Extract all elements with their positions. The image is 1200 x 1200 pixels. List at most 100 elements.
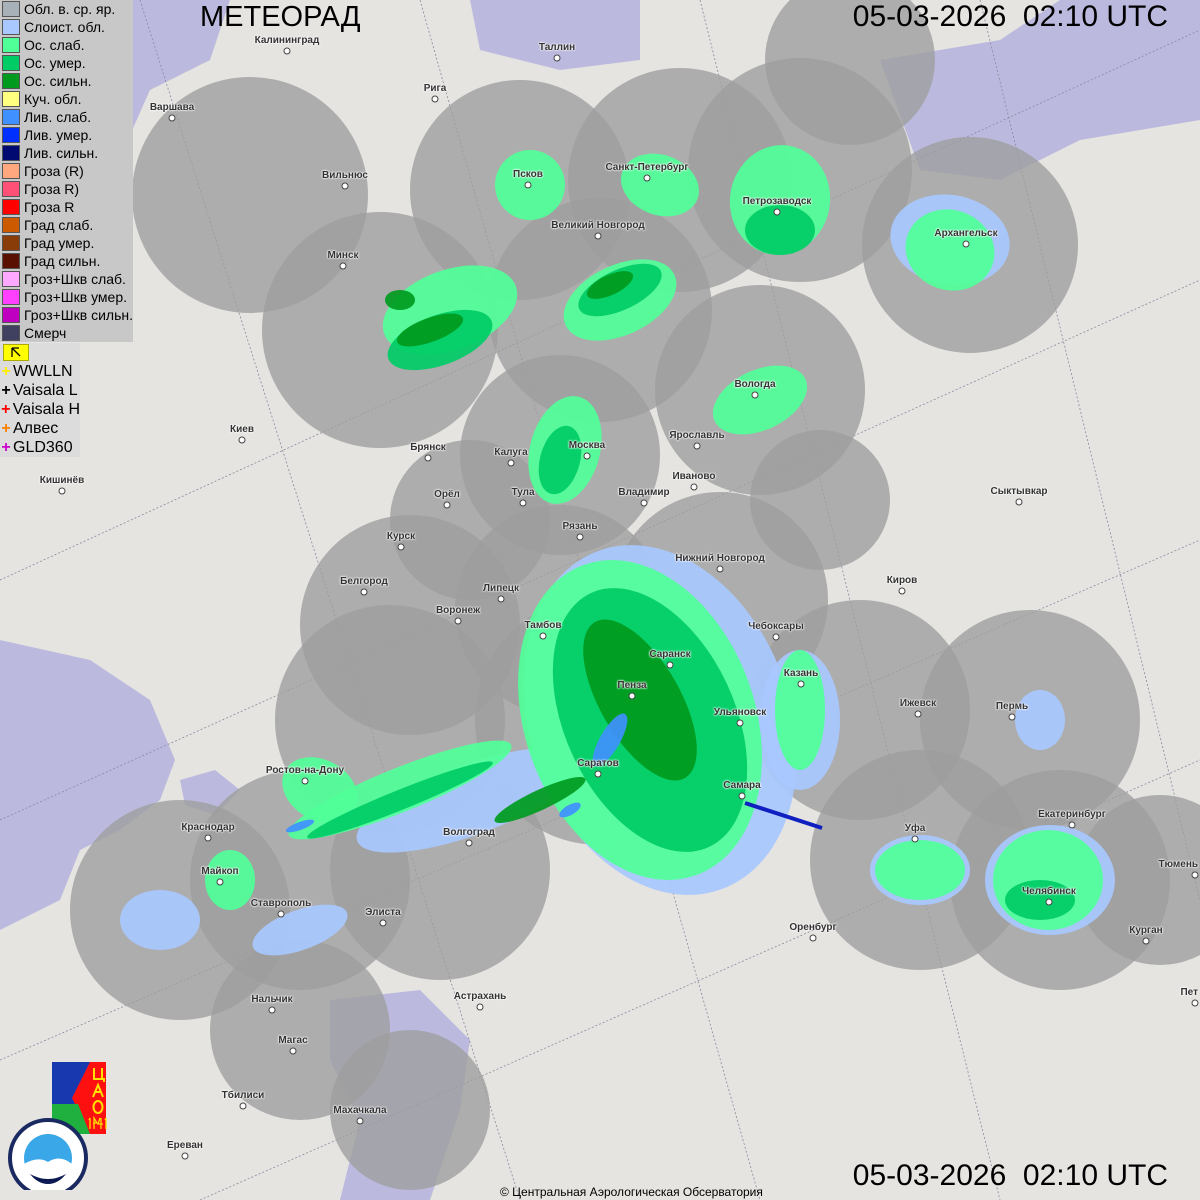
lightning-source-label: Vaisala L — [13, 382, 78, 399]
city-label: Пет — [1180, 987, 1198, 998]
city-label: Ставрополь — [250, 898, 312, 909]
legend-swatch — [2, 199, 20, 215]
legend-label: Обл. в. ср. яр. — [24, 1, 116, 17]
city-label: Нижний Новгород — [675, 553, 765, 564]
legend-label: Гроза (R) — [24, 163, 84, 179]
city-label: Самара — [723, 780, 761, 791]
city-label: Брянск — [410, 442, 446, 453]
city-marker-icon — [360, 588, 368, 596]
radar-coverage-circle — [765, 0, 935, 145]
city-marker-icon — [277, 910, 285, 918]
precip-echo — [559, 802, 581, 818]
precip-echo — [396, 313, 464, 347]
precipitation-legend: Обл. в. ср. яр. Слоист. обл. Ос. слаб. Ос. … — [0, 0, 133, 342]
legend-item: Гроз+Шкв сильн. — [0, 306, 133, 324]
city-label: Ереван — [167, 1140, 203, 1151]
city-label: Таллин — [538, 42, 576, 53]
city-marker-icon — [898, 587, 906, 595]
city-marker-icon — [628, 692, 636, 700]
precip-echo — [1015, 690, 1065, 750]
legend-swatch — [2, 127, 20, 143]
legend-item: Град сильн. — [0, 252, 133, 270]
precip-echo — [586, 271, 634, 299]
city-label: Майкоп — [201, 866, 239, 877]
lightning-source-item: + WWLLN — [0, 362, 80, 381]
city-marker-icon — [914, 710, 922, 718]
legend-swatch — [2, 19, 20, 35]
flag-icon[interactable] — [3, 344, 29, 361]
lightning-cross-icon: + — [1, 382, 11, 399]
city-label: Киев — [230, 424, 254, 435]
city-marker-icon — [738, 792, 746, 800]
legend-swatch — [2, 145, 20, 161]
city-marker-icon — [809, 934, 817, 942]
legend-label: Куч. обл. — [24, 91, 82, 107]
legend-swatch — [2, 235, 20, 251]
timestamp-bottom: 05-03-2026 02:10 UTC — [852, 1159, 1168, 1192]
city-marker-icon — [58, 487, 66, 495]
precip-echo — [205, 850, 255, 910]
precip-echo — [385, 290, 415, 310]
city-marker-icon — [497, 595, 505, 603]
city-marker-icon — [583, 452, 591, 460]
city-marker-icon — [341, 182, 349, 190]
city-marker-icon — [736, 719, 744, 727]
legend-swatch — [2, 109, 20, 125]
precipitation-echoes — [120, 145, 1115, 956]
legend-label: Ос. умер. — [24, 55, 86, 71]
city-marker-icon — [640, 499, 648, 507]
city-marker-icon — [204, 834, 212, 842]
legend-label: Град слаб. — [24, 217, 94, 233]
legend-item: Гроз+Шкв слаб. — [0, 270, 133, 288]
city-label: Магас — [278, 1035, 308, 1046]
legend-swatch — [2, 37, 20, 53]
legend-item: Лив. слаб. — [0, 108, 133, 126]
city-marker-icon — [216, 878, 224, 886]
legend-item: Ос. слаб. — [0, 36, 133, 54]
city-marker-icon — [431, 95, 439, 103]
legend-swatch — [2, 289, 20, 305]
legend-swatch — [2, 1, 20, 17]
city-marker-icon — [268, 1006, 276, 1014]
city-label: Тамбов — [524, 620, 562, 631]
city-marker-icon — [1015, 498, 1023, 506]
city-label: Иваново — [672, 471, 716, 482]
city-label: Псков — [513, 169, 543, 180]
legend-item: Гроза R — [0, 198, 133, 216]
city-label: Ярославль — [669, 430, 725, 441]
city-label: Сыктывкар — [990, 486, 1048, 497]
city-label: Липецк — [483, 583, 519, 594]
legend-item: Ос. сильн. — [0, 72, 133, 90]
city-label: Минск — [327, 250, 359, 261]
city-marker-icon — [539, 632, 547, 640]
legend-swatch — [2, 55, 20, 71]
city-marker-icon — [576, 533, 584, 541]
lightning-source-item: + Vaisala L — [0, 381, 80, 400]
legend-label: Лив. слаб. — [24, 109, 92, 125]
roshydromet-logo — [8, 1118, 88, 1190]
city-label: Архангельск — [934, 228, 998, 239]
lightning-cross-icon: + — [1, 363, 11, 380]
legend-label: Смерч — [24, 325, 67, 341]
city-marker-icon — [693, 442, 701, 450]
city-label: Екатеринбург — [1038, 809, 1106, 820]
city-label: Орёл — [434, 489, 460, 500]
city-label: Киров — [886, 575, 918, 586]
city-label: Нальчик — [251, 994, 293, 1005]
city-label: Челябинск — [1022, 886, 1076, 897]
city-marker-icon — [507, 459, 515, 467]
lightning-cross-icon: + — [1, 439, 11, 456]
app-title: МЕТЕОРАД — [200, 1, 361, 33]
city-label: Волгоград — [443, 827, 495, 838]
city-marker-icon — [962, 240, 970, 248]
lightning-source-item: + Vaisala H — [0, 400, 80, 419]
city-marker-icon — [289, 1047, 297, 1055]
lightning-source-label: GLD360 — [13, 439, 73, 456]
city-label: Владимир — [618, 487, 670, 498]
precip-echo — [252, 904, 348, 956]
city-marker-icon — [643, 174, 651, 182]
lightning-legend: + WWLLN + Vaisala L + Vaisala H + Алвес + GLD360 — [0, 343, 80, 457]
legend-label: Слоист. обл. — [24, 19, 105, 35]
city-label: Махачкала — [333, 1105, 387, 1116]
